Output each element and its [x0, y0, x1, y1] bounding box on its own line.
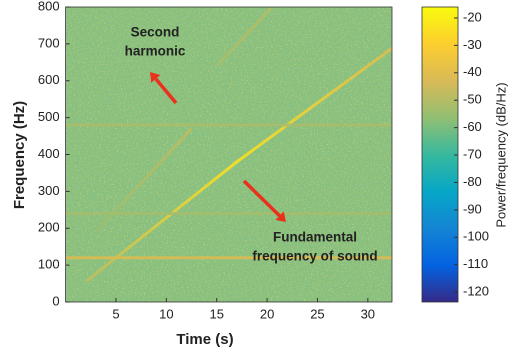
colorbar-tick-label: -30: [463, 37, 482, 52]
colorbar: [421, 6, 459, 303]
colorbar-tick-label: -80: [463, 174, 482, 189]
x-tick-label: 15: [209, 306, 223, 321]
y-tick-label: 100: [38, 257, 60, 272]
y-tick-label: 200: [38, 220, 60, 235]
y-tick-label: 0: [52, 293, 59, 308]
colorbar-label: Power/frequency (dB/Hz): [493, 82, 508, 227]
x-axis-label: Time (s): [176, 331, 233, 348]
colorbar-tick-label: -20: [463, 9, 482, 24]
colorbar-tick-label: -90: [463, 201, 482, 216]
ridge: [84, 46, 392, 283]
x-tick-label: 25: [310, 306, 324, 321]
annotation-arrow: [242, 179, 281, 217]
x-tick-label: 5: [112, 306, 119, 321]
x-tick-label: 10: [159, 306, 173, 321]
annotation-text: frequency of sound: [252, 249, 377, 264]
ridge: [215, 7, 274, 68]
y-tick-label: 700: [38, 35, 60, 50]
x-tick-label: 20: [260, 306, 274, 321]
annotation-text: Second: [131, 25, 180, 40]
colorbar-tick-label: -110: [463, 256, 488, 271]
y-axis-label: Frequency (Hz): [11, 101, 28, 209]
arrow-head: [275, 211, 286, 222]
annotation-text: harmonic: [125, 44, 186, 59]
arrow-head: [150, 72, 161, 83]
annotation-arrow: [154, 77, 178, 105]
plot-area: [65, 7, 392, 302]
y-tick-label: 800: [38, 0, 60, 13]
x-tick-label: 30: [361, 306, 375, 321]
overlay: Second harmonic Fundamental frequency of so…: [125, 25, 378, 264]
y-tick-label: 400: [38, 146, 60, 161]
colorbar-tick-label: -100: [463, 229, 489, 244]
colorbar-tick-label: -120: [463, 284, 489, 299]
colorbar-tick-label: -60: [463, 119, 482, 134]
y-tick-label: 300: [38, 183, 60, 198]
annotation-text: Fundamental: [273, 230, 357, 245]
colorbar-tick-label: -70: [463, 146, 482, 161]
y-tick-label: 600: [38, 72, 60, 87]
colorbar-tick-label: -40: [463, 64, 482, 79]
y-tick-label: 500: [38, 109, 60, 124]
colorbar-tick-label: -50: [463, 92, 482, 107]
